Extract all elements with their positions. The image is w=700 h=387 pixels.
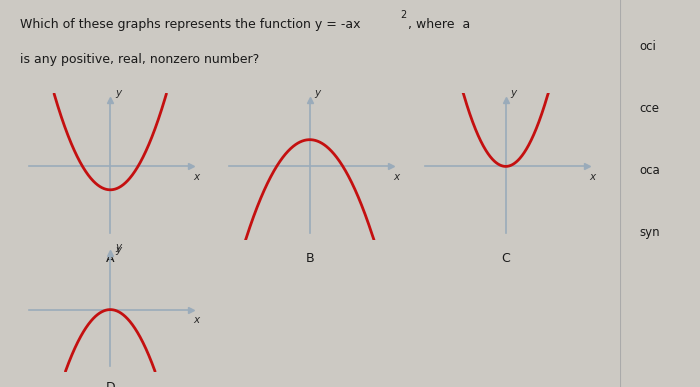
Text: y: y [510, 88, 517, 98]
Text: x: x [193, 173, 199, 182]
Text: y: y [115, 242, 121, 252]
Text: A: A [106, 252, 115, 265]
Text: B: B [305, 252, 314, 265]
Text: x: x [193, 315, 199, 325]
Text: oca: oca [640, 164, 660, 177]
Text: y: y [314, 88, 321, 98]
Text: y: y [115, 88, 121, 98]
Text: x: x [393, 173, 399, 182]
Text: D: D [106, 381, 115, 387]
Text: 2: 2 [400, 10, 407, 20]
Text: C: C [501, 252, 510, 265]
Text: syn: syn [640, 226, 660, 239]
Text: oci: oci [640, 40, 657, 53]
Text: Which of these graphs represents the function y = -ax: Which of these graphs represents the fun… [20, 18, 360, 31]
Text: , where  a: , where a [408, 18, 470, 31]
Text: is any positive, real, nonzero number?: is any positive, real, nonzero number? [20, 53, 259, 66]
Text: x: x [589, 173, 595, 182]
Text: cce: cce [640, 102, 659, 115]
Text: y: y [115, 245, 121, 255]
